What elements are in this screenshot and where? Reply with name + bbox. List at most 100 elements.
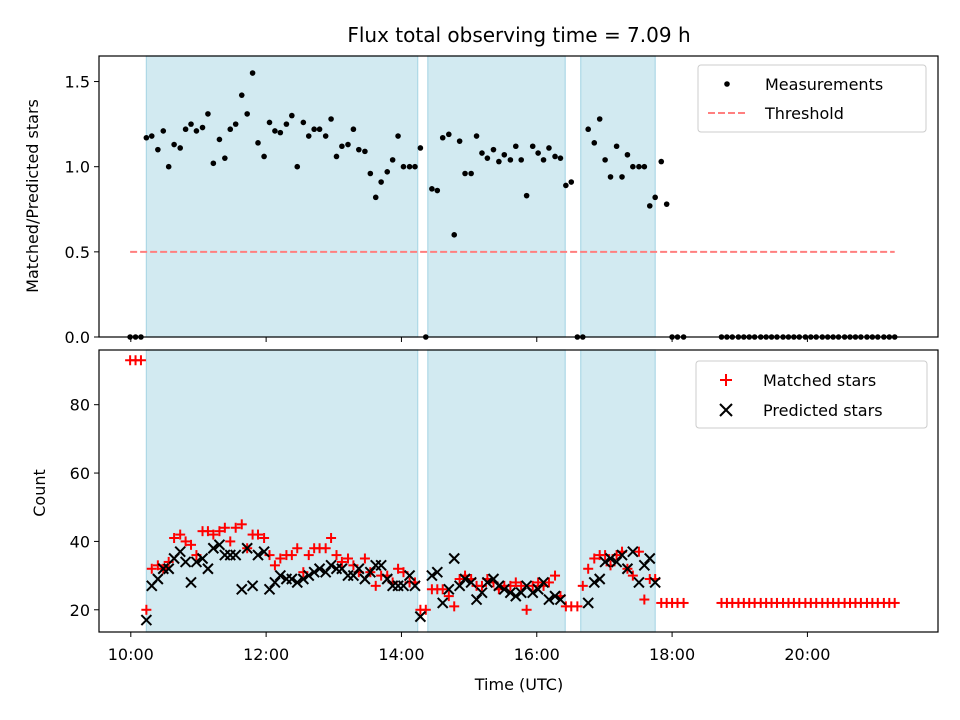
y-axis-ratio: 0.0 0.5 1.0 1.5 (65, 73, 99, 347)
predicted-star-point (527, 586, 539, 599)
measurement-point (429, 186, 435, 192)
predicted-star-point (448, 552, 460, 565)
matched-star-point (437, 584, 448, 595)
measurement-point (272, 128, 278, 134)
ratio-panel: 0.0 0.5 1.0 1.5 Matched/Predicted stars Mea… (23, 55, 939, 347)
measurement-point (160, 128, 167, 134)
matched-star-point (230, 522, 241, 533)
measurement-point (244, 111, 250, 117)
observing-window (580, 349, 656, 633)
measurement-point (434, 187, 441, 194)
measurement-point (372, 194, 379, 201)
predicted-star-point (481, 576, 494, 589)
x-tick-label: 16:00 (514, 645, 560, 664)
predicted-star-point (162, 563, 175, 575)
measurement-point (456, 138, 463, 144)
predicted-star-point (236, 583, 248, 595)
matched-star-point (342, 553, 353, 564)
measurement-point (205, 111, 211, 117)
predicted-star-point (515, 586, 527, 599)
y-tick-label: 20 (70, 601, 90, 620)
measurement-point (395, 133, 401, 139)
x-tick-label: 18:00 (649, 645, 695, 664)
count-marks (125, 355, 900, 626)
predicted-star-point (532, 583, 544, 595)
predicted-star-point (375, 559, 387, 572)
predicted-star-point (610, 556, 623, 568)
measurement-point (568, 179, 575, 185)
x-axis: 10:00 12:00 14:00 16:00 18:00 20:00 (108, 632, 830, 664)
matched-star-point (336, 556, 347, 567)
predicted-star-point (426, 569, 438, 582)
count-panel: 10:00 12:00 14:00 16:00 18:00 20:00 20406080 … (30, 349, 939, 694)
x-axis-label: Time (UTC) (474, 675, 563, 694)
measurement-point (182, 126, 189, 133)
matched-star-point (889, 597, 900, 608)
measurement-point (535, 150, 541, 156)
measurement-point (222, 155, 228, 161)
y-tick-label: 0.0 (65, 328, 90, 347)
measurement-point (294, 163, 301, 170)
matched-star-point (454, 574, 465, 585)
measurement-point (362, 148, 368, 155)
predicted-star-point (319, 566, 332, 578)
matched-star-point (326, 533, 337, 543)
legend-top-frame (697, 64, 927, 133)
measurement-point (177, 145, 183, 151)
measurement-point (607, 174, 614, 180)
predicted-star-point (459, 573, 471, 585)
matched-star-point (320, 543, 331, 554)
measurement-point (602, 157, 608, 163)
matched-star-point (259, 533, 270, 543)
predicted-star-point (381, 573, 393, 585)
predicted-star-point (465, 576, 477, 589)
predicted-star-point (403, 569, 416, 582)
measurement-point (311, 126, 317, 133)
x-ticks-top (130, 337, 808, 342)
legend-predicted-marker (719, 403, 733, 417)
matched-star-point (443, 591, 454, 602)
measurement-point (658, 158, 665, 165)
predicted-star-point (453, 580, 466, 592)
legend-threshold-label: Threshold (764, 104, 844, 123)
measurement-point (232, 121, 239, 127)
measurement-point (367, 170, 374, 177)
observing-window (145, 55, 419, 338)
count-plot-frame (98, 349, 939, 633)
predicted-star-point (308, 566, 320, 578)
measurement-point (283, 121, 290, 127)
measurement-point (406, 163, 413, 170)
ratio-plot-frame (98, 55, 939, 338)
matched-star-point (589, 553, 600, 564)
predicted-star-point (498, 583, 510, 595)
legend-bottom: Matched stars Predicted stars (695, 360, 928, 429)
predicted-star-point (582, 597, 594, 609)
matched-star-point (286, 550, 297, 561)
matched-star-point (393, 563, 404, 574)
measurement-point (663, 201, 670, 207)
measurement-point (552, 153, 558, 160)
predicted-star-point (627, 545, 639, 558)
measurement-point (596, 116, 603, 122)
legend-matched-label: Matched stars (763, 371, 876, 390)
predicted-star-point (185, 576, 197, 589)
y-axis-count: 20 40 60 80 (70, 396, 99, 620)
predicted-star-point (190, 556, 203, 568)
matched-star-point (141, 604, 152, 615)
predicted-star-point (437, 597, 449, 609)
measurement-point (417, 145, 424, 151)
matched-star-point (633, 546, 644, 557)
predicted-star-point (443, 583, 455, 595)
measurement-point (484, 155, 491, 161)
predicted-star-point (140, 614, 153, 626)
observing-window (580, 55, 656, 338)
predicted-star-point (431, 566, 444, 578)
predicted-star-point (537, 576, 550, 589)
predicted-star-point (258, 545, 270, 558)
measurement-point (238, 92, 245, 98)
measurement-point (148, 133, 155, 139)
matched-star-point (219, 522, 230, 533)
measurement-point (389, 157, 396, 163)
legend-measurements-label: Measurements (765, 75, 883, 94)
predicted-star-point (549, 590, 561, 602)
